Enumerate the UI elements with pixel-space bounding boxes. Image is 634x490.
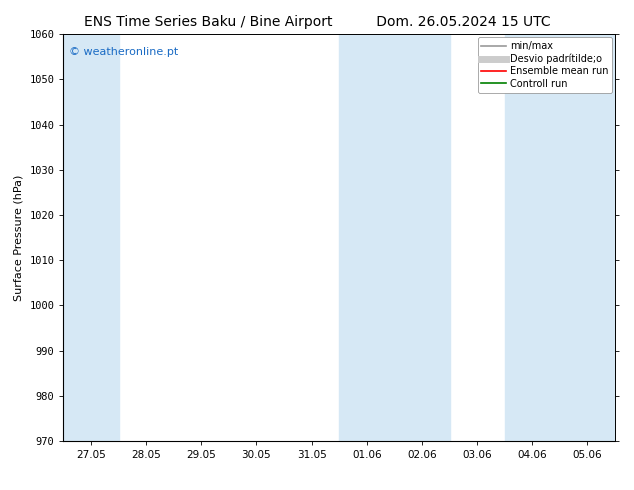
Legend: min/max, Desvio padrítilde;o, Ensemble mean run, Controll run: min/max, Desvio padrítilde;o, Ensemble m… — [477, 37, 612, 93]
Bar — [505, 34, 560, 441]
Y-axis label: Surface Pressure (hPa): Surface Pressure (hPa) — [14, 174, 24, 301]
Bar — [394, 34, 450, 441]
Text: © weatheronline.pt: © weatheronline.pt — [69, 47, 178, 56]
Bar — [560, 34, 615, 441]
Bar — [63, 34, 119, 441]
Text: ENS Time Series Baku / Bine Airport          Dom. 26.05.2024 15 UTC: ENS Time Series Baku / Bine Airport Dom.… — [84, 15, 550, 29]
Title: ENS Time Series Baku / Bine Airport        Dom. 26.05.2024 15 UTC: ENS Time Series Baku / Bine Airport Dom.… — [0, 489, 1, 490]
Bar — [339, 34, 394, 441]
